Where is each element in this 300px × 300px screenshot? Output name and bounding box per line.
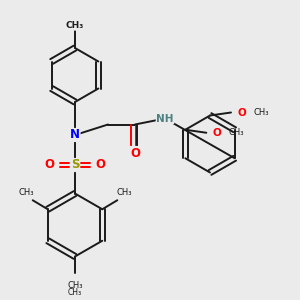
Text: O: O bbox=[130, 146, 140, 160]
Text: CH₃: CH₃ bbox=[68, 288, 82, 297]
Text: CH₃: CH₃ bbox=[67, 280, 83, 290]
Text: NH: NH bbox=[156, 113, 174, 124]
Text: CH₃: CH₃ bbox=[254, 108, 269, 117]
Text: N: N bbox=[70, 128, 80, 142]
Text: O: O bbox=[237, 107, 246, 118]
Text: CH₃: CH₃ bbox=[18, 188, 34, 197]
Text: CH₃: CH₃ bbox=[229, 128, 244, 137]
Text: O: O bbox=[95, 158, 106, 172]
Text: S: S bbox=[71, 158, 79, 172]
Text: CH₃: CH₃ bbox=[116, 188, 132, 197]
Text: O: O bbox=[44, 158, 55, 172]
Text: O: O bbox=[212, 128, 221, 138]
Text: CH₃: CH₃ bbox=[66, 21, 84, 30]
